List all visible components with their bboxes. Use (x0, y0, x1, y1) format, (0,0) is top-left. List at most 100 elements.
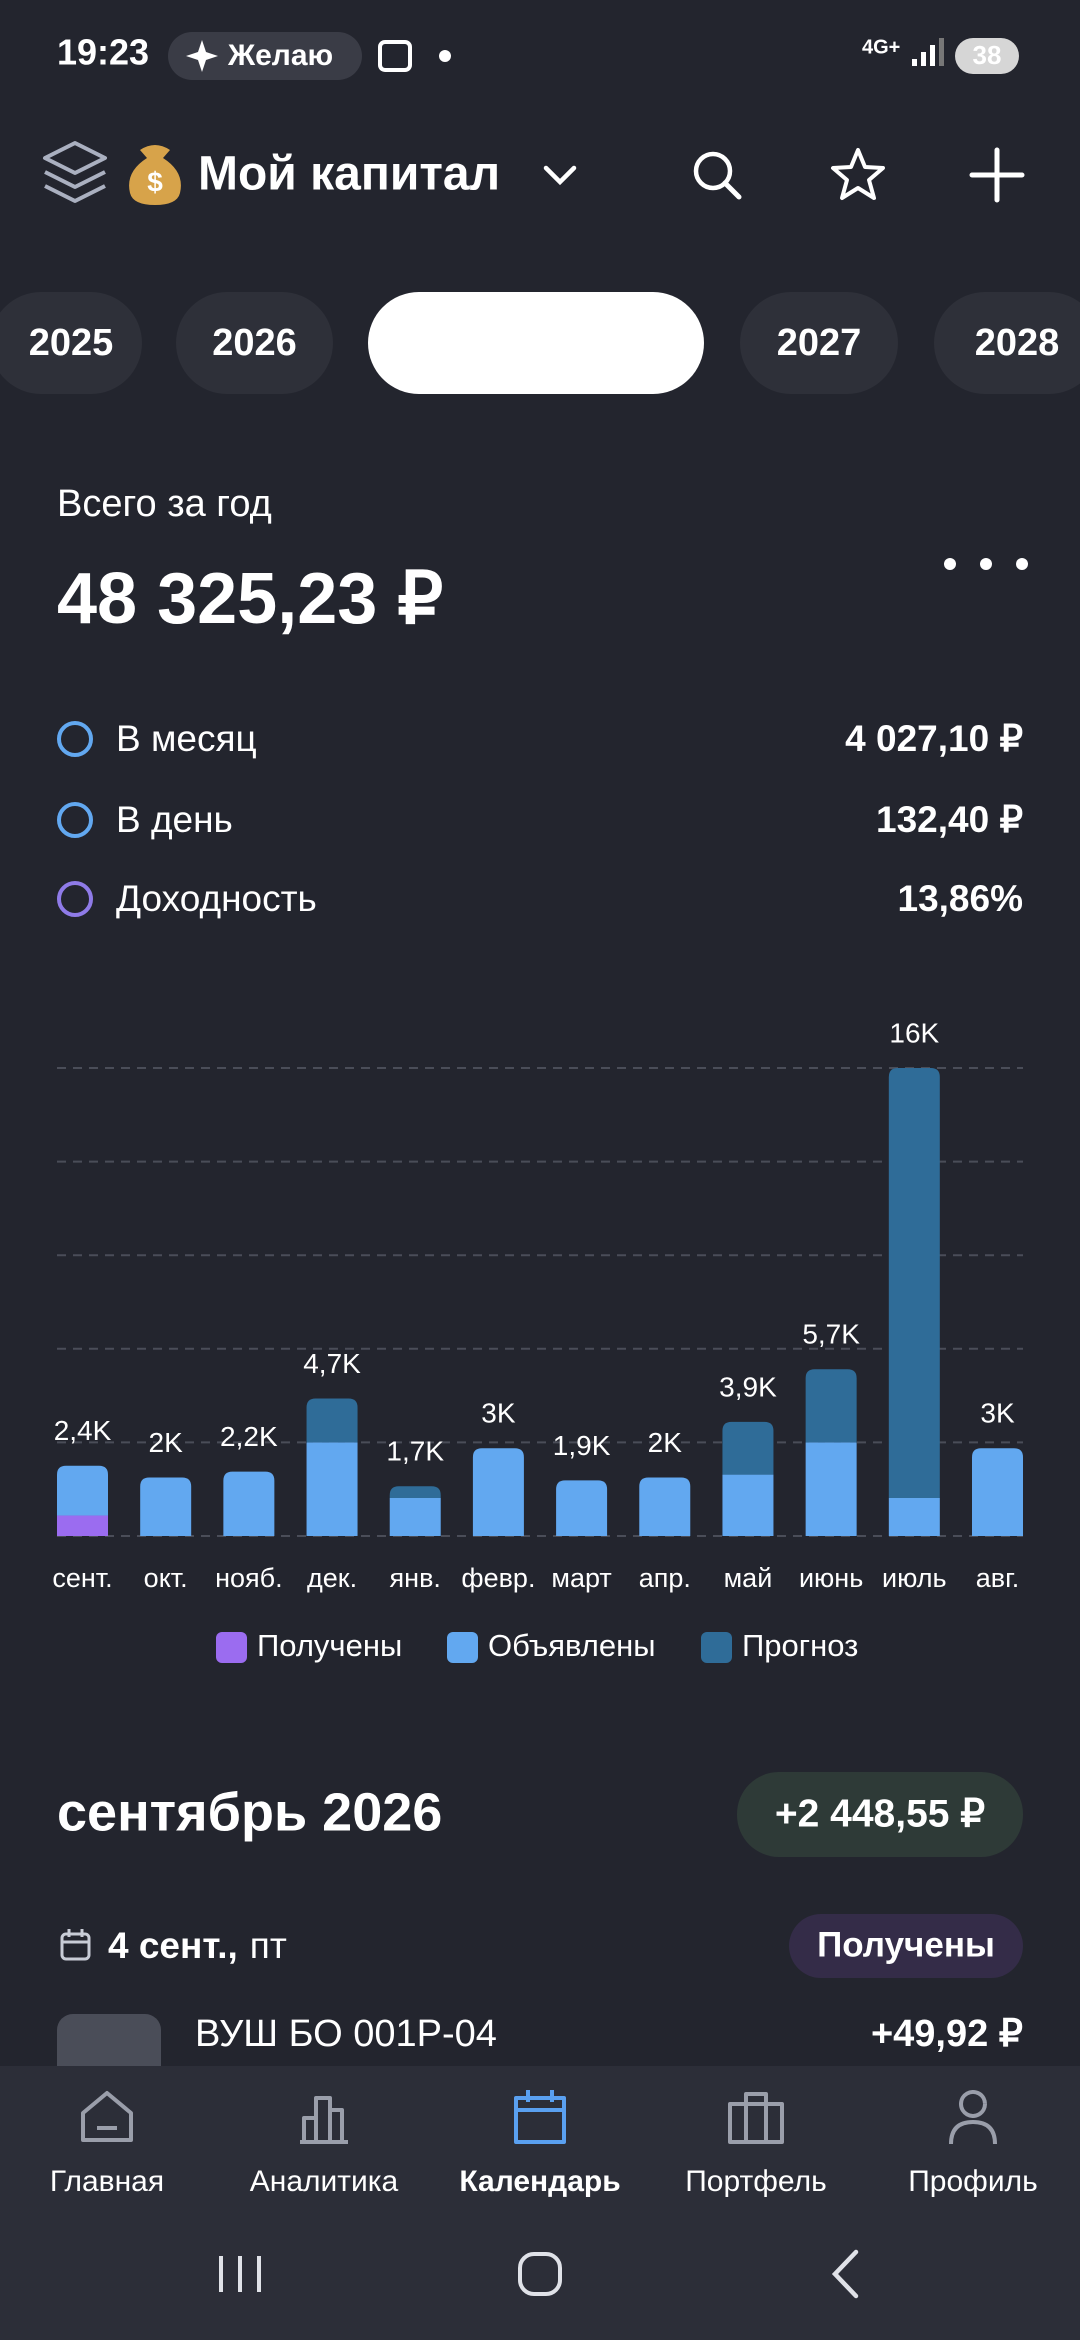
year-tab-label: На год вперед (402, 322, 670, 364)
bar-segment (888, 1497, 940, 1536)
bar-segment (805, 1369, 857, 1443)
layers-icon (43, 141, 107, 203)
signal-bar (939, 38, 944, 66)
search-handle (722, 180, 742, 200)
row-label: В день (116, 799, 233, 840)
bar-segment (389, 1497, 441, 1536)
item-name: ВУШ БО 001Р-04 (195, 2013, 497, 2055)
bar-segment (389, 1486, 441, 1498)
nav-label: Календарь (459, 2165, 620, 2198)
nav-icon[interactable] (514, 2090, 566, 2144)
moneybag-icon (129, 145, 181, 205)
more-dot (944, 558, 956, 570)
sparkle-icon (186, 40, 218, 72)
network-label: 4G+ (862, 36, 900, 58)
more-dot (980, 558, 992, 570)
year-tab[interactable] (368, 292, 704, 394)
bar-total-label: 3,9K (719, 1371, 777, 1402)
bar-total-label: 1,9K (553, 1430, 611, 1461)
legend-swatch (447, 1632, 478, 1663)
row-label: Доходность (116, 878, 317, 919)
notification-pill (168, 32, 362, 80)
row-value: 13,86% (898, 878, 1024, 919)
month-title: сентябрь 2026 (57, 1782, 442, 1842)
search-icon[interactable] (693, 151, 733, 191)
chevron-down[interactable] (543, 165, 577, 186)
dot (439, 50, 451, 62)
row-value: 4 027,10 ₽ (845, 718, 1023, 759)
signal-bar (912, 59, 917, 66)
year-tab[interactable] (740, 292, 898, 394)
x-tick-label: февр. (461, 1563, 535, 1593)
bottom-nav (0, 2066, 1080, 2340)
bar-total-label: 2K (648, 1427, 683, 1458)
calendar-icon-top (62, 1929, 89, 1944)
x-tick-label: март (551, 1563, 611, 1593)
bar-segment (140, 1477, 192, 1536)
x-tick-label: нояб. (215, 1563, 283, 1593)
nav-icon[interactable] (949, 2089, 997, 2145)
x-tick-label: дек. (307, 1563, 357, 1593)
recent-apps[interactable] (219, 2256, 261, 2292)
year-tab[interactable] (0, 292, 142, 394)
nav-icon[interactable] (728, 2092, 784, 2144)
nav-label: Главная (50, 2165, 164, 2198)
home-button[interactable] (518, 2252, 562, 2296)
status-time: 19:23 (57, 32, 149, 73)
year-tab[interactable] (176, 292, 333, 394)
bar-total-label: 2,4K (54, 1415, 112, 1446)
bar-segment (57, 1515, 108, 1536)
bar-segment (306, 1398, 358, 1443)
x-tick-label: июнь (799, 1563, 863, 1593)
bar-total-label: 2K (149, 1427, 184, 1458)
bar-segment (306, 1442, 358, 1536)
signal-bar (930, 45, 935, 66)
legend-swatch (216, 1632, 247, 1663)
star-icon[interactable] (831, 148, 885, 200)
nav-icon[interactable] (81, 2091, 133, 2142)
bar-segment (472, 1448, 524, 1536)
bar-total-label: 3K (481, 1398, 516, 1429)
month-sum-pill (737, 1772, 1023, 1857)
bar-segment (722, 1421, 774, 1475)
day-date: 4 сент., (108, 1925, 238, 1966)
x-tick-label: авг. (976, 1563, 1019, 1593)
legend-label: Объявлены (488, 1628, 656, 1663)
bar-segment (57, 1465, 108, 1516)
back-button[interactable] (831, 2249, 859, 2299)
summary-label: Всего за год (57, 483, 272, 525)
legend-label: Получены (257, 1628, 402, 1663)
month-sum: +2 448,55 ₽ (775, 1792, 985, 1835)
year-tab-label: 2027 (777, 322, 862, 364)
x-tick-label: май (724, 1563, 773, 1593)
plus-icon[interactable] (969, 147, 1025, 203)
signal-bar (921, 52, 926, 66)
row-indicator (57, 802, 93, 838)
nav-icon[interactable] (300, 2096, 348, 2144)
battery (955, 38, 1019, 74)
header-title: Мой капитал (198, 148, 500, 201)
bar-segment (556, 1480, 608, 1536)
more-dot (1016, 558, 1028, 570)
row-indicator (57, 721, 93, 757)
x-tick-label: сент. (52, 1563, 112, 1593)
bar-total-label: 4,7K (303, 1348, 361, 1379)
status-badge-label: Получены (817, 1925, 995, 1964)
bar-segment (639, 1477, 691, 1536)
year-tab-label: 2025 (29, 322, 114, 364)
bar-total-label: 1,7K (386, 1436, 444, 1467)
year-tab-label: 2028 (975, 322, 1060, 364)
legend-swatch (701, 1632, 732, 1663)
year-tab[interactable] (934, 292, 1080, 394)
bar-total-label: 2,2K (220, 1421, 278, 1452)
row-value: 132,40 ₽ (876, 799, 1023, 840)
bar-segment (722, 1474, 774, 1536)
nav-label: Профиль (908, 2165, 1038, 2198)
day-weekday: пт (250, 1925, 287, 1966)
bar-segment (888, 1068, 940, 1498)
battery-level: 38 (973, 40, 1002, 70)
x-tick-label: окт. (144, 1563, 188, 1593)
bar-segment (972, 1448, 1023, 1536)
